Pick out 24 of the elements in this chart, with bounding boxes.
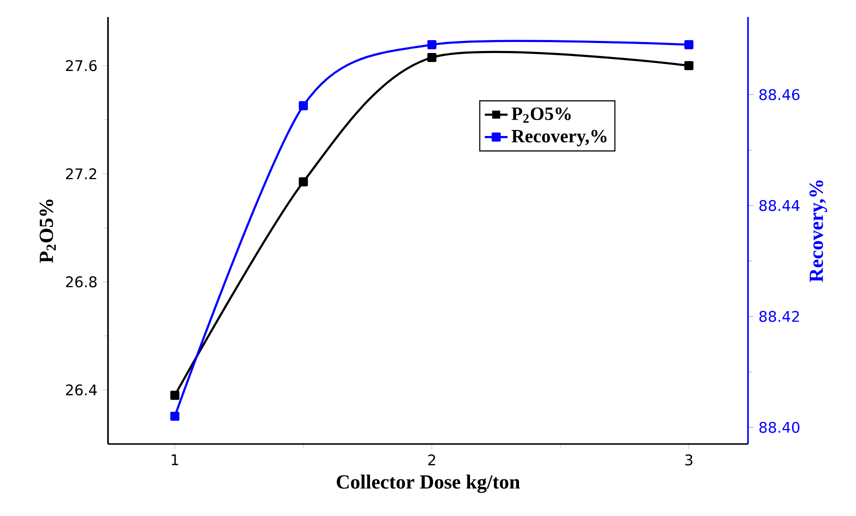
y2-tick-label: 88.46 [759, 89, 800, 100]
y-axis-title: P$_{2}$O5% [40, 200, 56, 263]
y-tick-label: 26.4 [66, 384, 97, 396]
x-tick-label: 2 [428, 454, 436, 466]
y-tick-label: 26.8 [66, 276, 97, 288]
y2-axis-title: Recovery,% [810, 180, 828, 282]
point [298, 101, 308, 110]
point [170, 390, 180, 400]
point [170, 412, 180, 421]
y2-tick-label: 88.40 [759, 422, 800, 433]
legend-label: P$_{2}$O5% [512, 107, 571, 123]
y2-tick-label: 88.44 [759, 200, 800, 212]
x-tick-label: 3 [685, 454, 692, 466]
point [684, 61, 694, 70]
y-tick-label: 27.2 [66, 168, 96, 180]
point [684, 40, 694, 50]
x-axis-title: Collector Dose kg/ton [336, 474, 520, 493]
point [298, 177, 308, 186]
y-tick-label: 27.6 [66, 60, 97, 72]
point [427, 52, 436, 62]
legend-label: Recovery,% [512, 130, 606, 146]
x-tick-label: 1 [172, 454, 178, 466]
point [427, 40, 436, 50]
y2-tick-label: 88.42 [759, 310, 799, 322]
